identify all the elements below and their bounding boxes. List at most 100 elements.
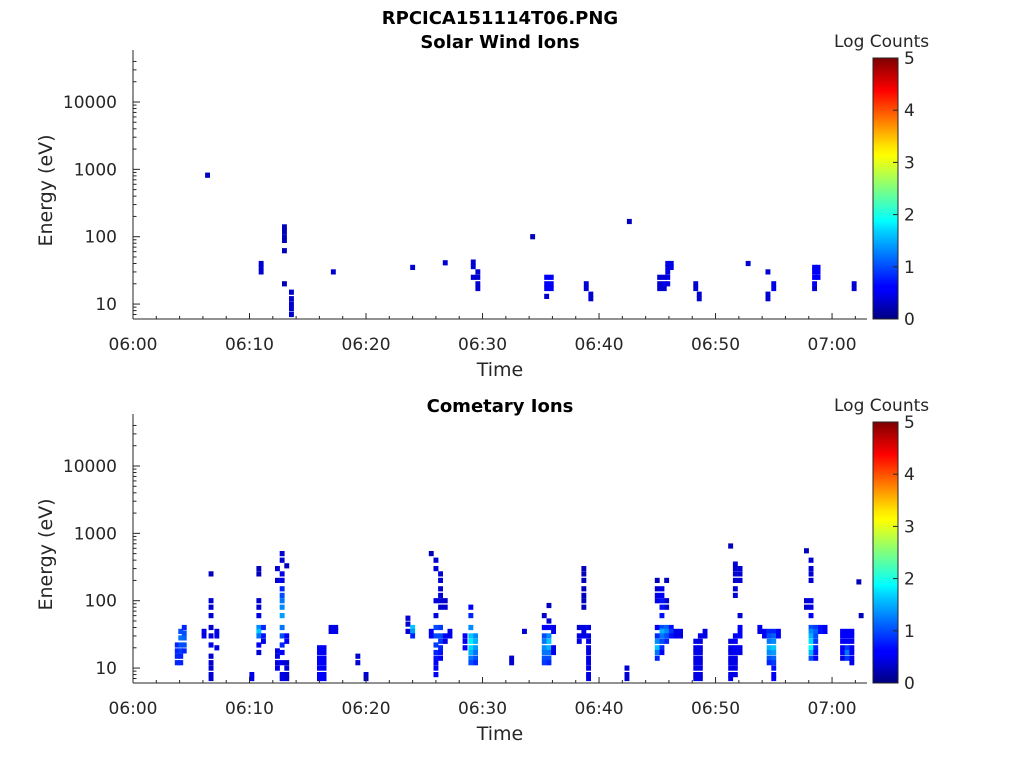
bottom-data-cell bbox=[624, 675, 630, 682]
bottom-data-cell bbox=[462, 645, 468, 651]
bottom-data-cell bbox=[808, 649, 814, 656]
top-data-cell bbox=[771, 285, 777, 292]
bottom-data-cell bbox=[766, 628, 772, 634]
bottom-data-cell bbox=[586, 655, 591, 661]
top-data-cell bbox=[330, 269, 336, 275]
bottom-data-cell bbox=[624, 672, 630, 678]
bottom-data-cell bbox=[732, 571, 738, 577]
bottom-data-cell bbox=[586, 675, 591, 682]
bottom-data-cell bbox=[808, 628, 814, 634]
bottom-data-cell bbox=[840, 633, 845, 639]
bottom-data-cell bbox=[664, 628, 670, 634]
bottom-data-cell bbox=[697, 655, 703, 661]
bottom-data-cell bbox=[256, 604, 262, 610]
bottom-data-cell bbox=[546, 655, 552, 661]
bottom-data-cell bbox=[849, 655, 855, 661]
top-data-cell bbox=[812, 269, 817, 275]
bottom-data-cell bbox=[732, 638, 738, 644]
bottom-x-tick-label: 06:00 bbox=[109, 699, 158, 719]
bottom-data-cell bbox=[586, 633, 591, 639]
bottom-data-cell bbox=[732, 649, 738, 656]
bottom-data-cell bbox=[442, 598, 448, 604]
bottom-data-cell bbox=[822, 624, 828, 631]
bottom-data-cell bbox=[551, 628, 556, 634]
bottom-data-cell bbox=[737, 624, 743, 631]
bottom-data-cell bbox=[468, 604, 474, 610]
bottom-data-cell bbox=[664, 638, 670, 644]
bottom-colorbar-tick-label: 2 bbox=[904, 570, 915, 590]
bottom-data-cell bbox=[808, 655, 814, 661]
bottom-data-cell bbox=[813, 633, 819, 639]
bottom-colorbar-tick-label: 3 bbox=[904, 517, 915, 537]
bottom-data-cell bbox=[659, 598, 665, 604]
bottom-data-cell bbox=[284, 672, 290, 678]
bottom-data-cell bbox=[808, 624, 814, 631]
top-data-cell bbox=[282, 228, 287, 234]
top-y-tick-label: 10 bbox=[95, 295, 117, 315]
bottom-data-cell bbox=[659, 633, 665, 639]
top-data-cell bbox=[289, 306, 294, 312]
bottom-data-cell bbox=[654, 586, 660, 592]
bottom-data-cell bbox=[208, 571, 214, 577]
bottom-data-cell bbox=[405, 628, 411, 634]
bottom-data-cell bbox=[732, 586, 738, 592]
bottom-data-cell bbox=[473, 638, 478, 644]
bottom-data-cell bbox=[581, 604, 587, 610]
bottom-data-cell bbox=[433, 672, 439, 678]
top-data-cell bbox=[693, 285, 699, 292]
bottom-data-cell bbox=[438, 592, 443, 598]
bottom-data-cell bbox=[178, 653, 184, 659]
top-data-cell bbox=[258, 260, 264, 267]
bottom-data-cell bbox=[844, 645, 850, 651]
bottom-data-cell bbox=[208, 604, 214, 610]
bottom-data-cell bbox=[673, 628, 679, 634]
top-data-cell bbox=[661, 274, 667, 280]
bottom-data-cell bbox=[697, 665, 703, 671]
top-data-cell bbox=[661, 281, 667, 287]
top-data-cell bbox=[289, 296, 294, 302]
bottom-data-cell bbox=[697, 672, 703, 678]
top-colorbar-tick-label: 5 bbox=[904, 49, 915, 69]
bottom-data-cell bbox=[279, 604, 285, 610]
bottom-data-cell bbox=[284, 665, 290, 671]
bottom-data-cell bbox=[732, 645, 738, 651]
bottom-data-cell bbox=[757, 628, 763, 634]
bottom-data-cell bbox=[659, 624, 665, 631]
bottom-data-cell bbox=[208, 624, 214, 631]
top-data-cell bbox=[812, 274, 817, 280]
bottom-data-cell bbox=[654, 655, 660, 661]
bottom-data-cell bbox=[776, 633, 781, 639]
bottom-data-cell bbox=[581, 598, 587, 604]
bottom-data-cell bbox=[728, 645, 734, 651]
bottom-data-cell bbox=[256, 571, 262, 577]
bottom-data-cell bbox=[178, 635, 184, 641]
bottom-data-cell bbox=[405, 621, 411, 627]
bottom-data-cell bbox=[856, 579, 862, 585]
bottom-data-cell bbox=[438, 655, 443, 661]
bottom-data-cell bbox=[546, 618, 552, 624]
bottom-colorbar-tick-label: 4 bbox=[904, 465, 915, 485]
bottom-data-cell bbox=[438, 645, 443, 651]
top-y-tick-label: 1000 bbox=[74, 160, 117, 180]
bottom-data-cell bbox=[181, 630, 187, 636]
top-data-cell bbox=[258, 269, 264, 275]
top-y-tick-label: 10000 bbox=[63, 93, 117, 113]
bottom-plot-title: Cometary Ions bbox=[426, 396, 574, 417]
bottom-data-cell bbox=[433, 613, 439, 619]
bottom-data-cell bbox=[328, 624, 334, 631]
top-colorbar-tick-label: 1 bbox=[904, 258, 915, 278]
top-data-cell bbox=[282, 237, 287, 243]
bottom-data-cell bbox=[405, 615, 411, 621]
bottom-data-cell bbox=[581, 586, 587, 592]
bottom-data-cell bbox=[697, 633, 703, 639]
bottom-data-cell bbox=[473, 645, 478, 651]
bottom-data-cell bbox=[664, 624, 670, 631]
bottom-data-cell bbox=[541, 613, 547, 619]
top-data-cell bbox=[665, 269, 671, 275]
bottom-data-cell bbox=[776, 628, 781, 634]
bottom-data-cell bbox=[261, 633, 266, 639]
bottom-data-cell bbox=[317, 660, 322, 666]
bottom-data-cell bbox=[279, 598, 285, 604]
top-data-cell bbox=[470, 264, 476, 270]
bottom-data-cell bbox=[438, 604, 443, 610]
